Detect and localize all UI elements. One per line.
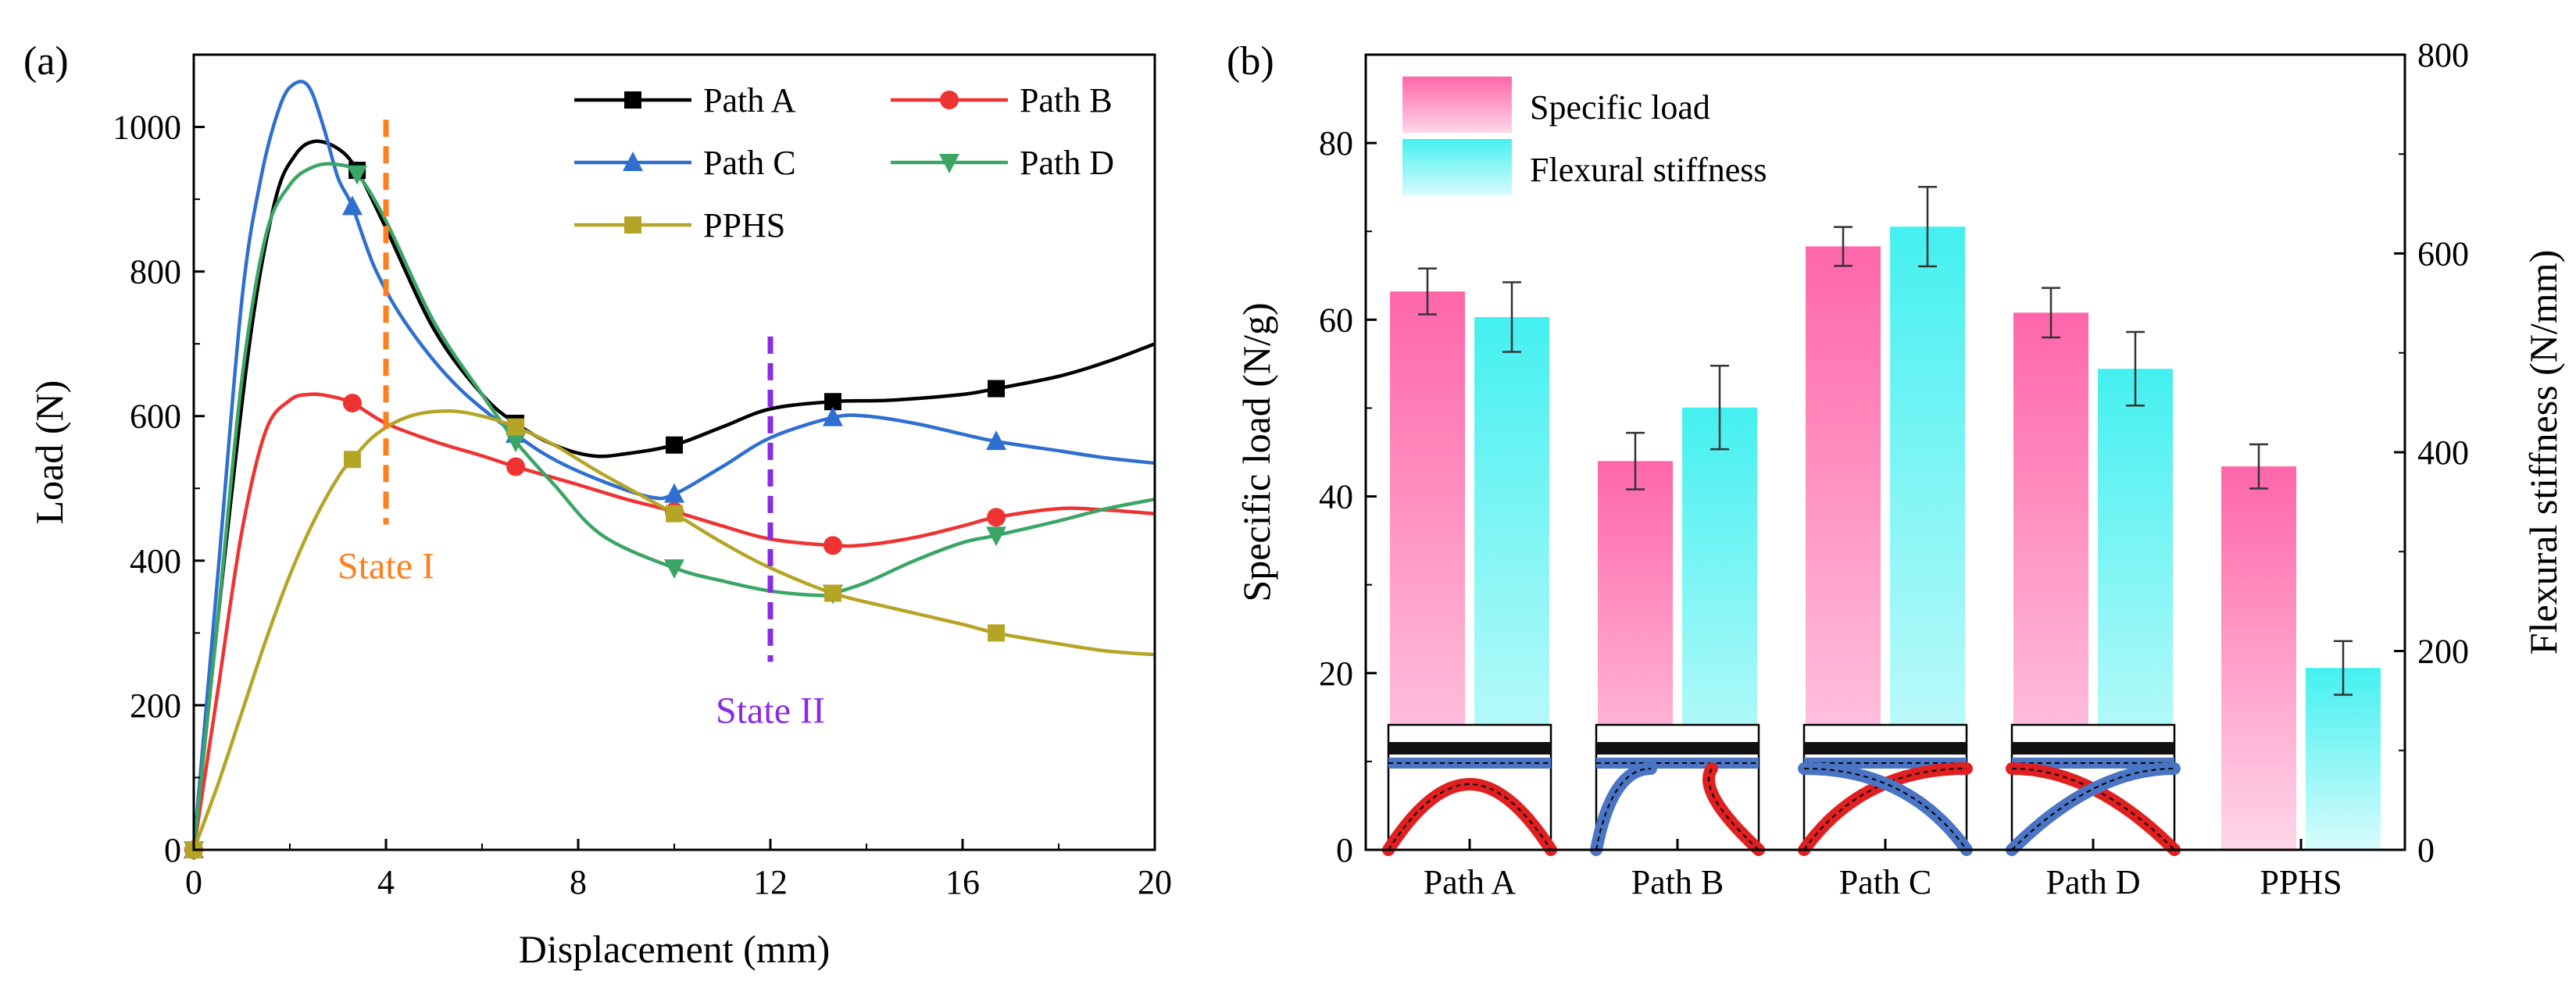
data-point: [986, 526, 1007, 547]
series-line-path-d: [194, 162, 1155, 850]
data-point: [506, 433, 527, 453]
y-tick-label: 40: [1319, 478, 1353, 516]
data-point: [341, 195, 363, 216]
legend: Specific load Flexural stiffness: [1402, 77, 1767, 195]
legend-marker: [940, 91, 959, 109]
data-point: [664, 559, 684, 580]
y-axis-label: Load (N): [27, 380, 71, 525]
y-axis-label: Specific load (N/g): [1234, 302, 1278, 601]
data-point: [822, 406, 843, 426]
x-tick-label: 4: [377, 863, 395, 901]
legend-label: Path A: [703, 81, 796, 120]
path-schematic-icon: [1382, 723, 1557, 856]
y2-tick-label: 200: [2417, 633, 2469, 671]
legend-label: Flexural stiffness: [1530, 151, 1767, 189]
schematic-path-centerline: [1708, 768, 1760, 851]
y2-tick-label: 400: [2417, 433, 2469, 472]
series-line-path-c: [194, 80, 1155, 850]
legend-label: Path B: [1020, 81, 1113, 120]
path-schematic-icon: [1798, 723, 1973, 856]
legend-label: Specific load: [1530, 88, 1710, 127]
x-tick-label: 0: [185, 863, 202, 901]
y-tick-label: 80: [1319, 124, 1353, 162]
panel-a-label: (a): [23, 39, 69, 84]
y2-axis-label: Flexural stiffness (N/mm): [2521, 250, 2565, 655]
schematic-path-centerline: [1803, 768, 1967, 851]
x-tick-label: Path D: [2046, 863, 2141, 901]
data-point: [347, 165, 368, 185]
data-point: [987, 508, 1006, 527]
y-tick-label: 800: [130, 253, 181, 291]
y-tick-label: 400: [130, 542, 181, 580]
legend-marker: [624, 216, 641, 234]
data-point: [823, 536, 842, 555]
legend-label: Path D: [1020, 144, 1114, 182]
y2-tick-label: 800: [2417, 36, 2469, 74]
legend-marker: [623, 152, 643, 171]
y-tick-label: 0: [1336, 831, 1353, 869]
series-line-path-b: [194, 392, 1155, 850]
schematic-path-centerline: [1595, 768, 1652, 851]
schematic-top-plate: [1388, 742, 1551, 755]
legend-swatch: [1402, 77, 1512, 133]
bar-flexural-stiffness: [2306, 668, 2381, 850]
data-point: [664, 483, 684, 503]
schematic-top-plate: [1804, 742, 1967, 755]
y-tick-label: 1000: [113, 109, 181, 147]
schematic-path-centerline: [2011, 768, 2175, 851]
y-tick-label: 200: [130, 687, 181, 725]
x-axis-label: Displacement (mm): [519, 927, 831, 971]
data-point: [988, 624, 1006, 642]
x-tick-label: 16: [945, 863, 980, 901]
data-point: [506, 457, 526, 476]
y-tick-label: 20: [1319, 655, 1353, 693]
schematic-top-plate: [2012, 742, 2174, 755]
schematic-path-centerline: [2011, 768, 2175, 851]
state-label: State II: [716, 690, 825, 732]
schematic-top-plate: [1596, 742, 1759, 755]
bar-specific-load: [2221, 466, 2296, 850]
y2-tick-label: 0: [2417, 831, 2435, 869]
data-point: [343, 451, 361, 469]
y-tick-label: 0: [164, 831, 181, 869]
data-point: [666, 505, 683, 523]
x-tick-label: PPHS: [2260, 863, 2342, 901]
schematic-path-centerline: [1388, 783, 1552, 851]
series-line-pphs: [194, 409, 1155, 850]
y-tick-label: 60: [1319, 301, 1353, 339]
data-point: [986, 430, 1007, 451]
x-tick-label: Path C: [1839, 863, 1932, 901]
data-point: [824, 584, 841, 602]
schematic-path-centerline: [1803, 768, 1967, 851]
data-point: [988, 380, 1006, 398]
path-schematic-icon: [2006, 723, 2181, 856]
x-tick-label: 12: [753, 863, 788, 901]
legend-label: Path C: [703, 144, 796, 182]
x-tick-label: 8: [570, 863, 587, 901]
panel-b-label: (b): [1227, 39, 1274, 84]
y-tick-label: 600: [130, 398, 181, 436]
y2-tick-label: 600: [2417, 235, 2469, 273]
legend-swatch: [1402, 139, 1512, 195]
legend-marker: [624, 91, 641, 109]
x-tick-label: 20: [1138, 863, 1172, 901]
legend-marker: [939, 154, 959, 173]
data-point: [507, 418, 525, 436]
legend-label: PPHS: [703, 206, 785, 244]
x-tick-label: Path B: [1631, 863, 1724, 901]
data-point: [666, 436, 683, 454]
path-schematic-icon: [1590, 723, 1765, 856]
x-tick-label: Path A: [1424, 863, 1517, 901]
data-point: [342, 394, 362, 413]
legend: Path A Path B Path C Path D PPHS: [574, 81, 1114, 244]
state-label: State I: [338, 545, 434, 587]
data-point: [824, 393, 841, 411]
